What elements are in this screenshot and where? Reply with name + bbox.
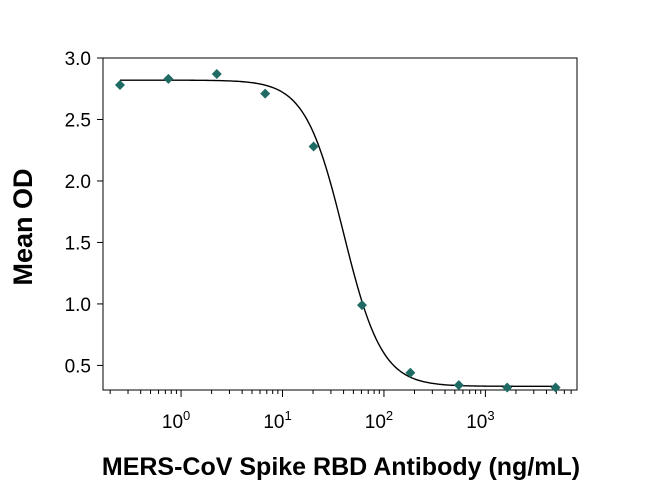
data-point-marker bbox=[260, 88, 271, 99]
data-point-marker bbox=[550, 382, 561, 393]
x-tick-label: 102 bbox=[365, 408, 393, 433]
y-tick-label: 3.0 bbox=[65, 49, 91, 70]
fit-curve bbox=[119, 79, 556, 388]
data-point-marker bbox=[502, 382, 513, 393]
y-axis-title: Mean OD bbox=[8, 168, 38, 285]
x-tick-label: 100 bbox=[162, 408, 190, 433]
data-point-marker bbox=[211, 68, 222, 79]
y-tick-label: 1.5 bbox=[65, 233, 91, 254]
data-point-marker bbox=[405, 367, 416, 378]
data-point-marker bbox=[453, 380, 464, 391]
x-tick-label: 101 bbox=[263, 408, 291, 433]
plot-frame bbox=[102, 57, 578, 391]
y-axis-ticks: 0.5 1.0 1.5 2.0 2.5 3.0 bbox=[65, 49, 103, 377]
y-tick-label: 2.0 bbox=[65, 172, 91, 193]
data-point-marker bbox=[114, 80, 125, 91]
y-tick-label: 1.0 bbox=[65, 295, 91, 316]
x-tick-label: 103 bbox=[466, 408, 494, 433]
y-tick-label: 2.5 bbox=[65, 110, 91, 131]
y-tick-label: 0.5 bbox=[65, 356, 91, 377]
data-point-marker bbox=[163, 73, 174, 84]
x-axis-title: MERS-CoV Spike RBD Antibody (ng/mL) bbox=[102, 453, 580, 481]
data-point-marker bbox=[308, 141, 319, 152]
data-point-marker bbox=[356, 300, 367, 311]
x-axis-ticks: 100 101 102 103 bbox=[109, 390, 572, 433]
data-points bbox=[114, 68, 561, 393]
